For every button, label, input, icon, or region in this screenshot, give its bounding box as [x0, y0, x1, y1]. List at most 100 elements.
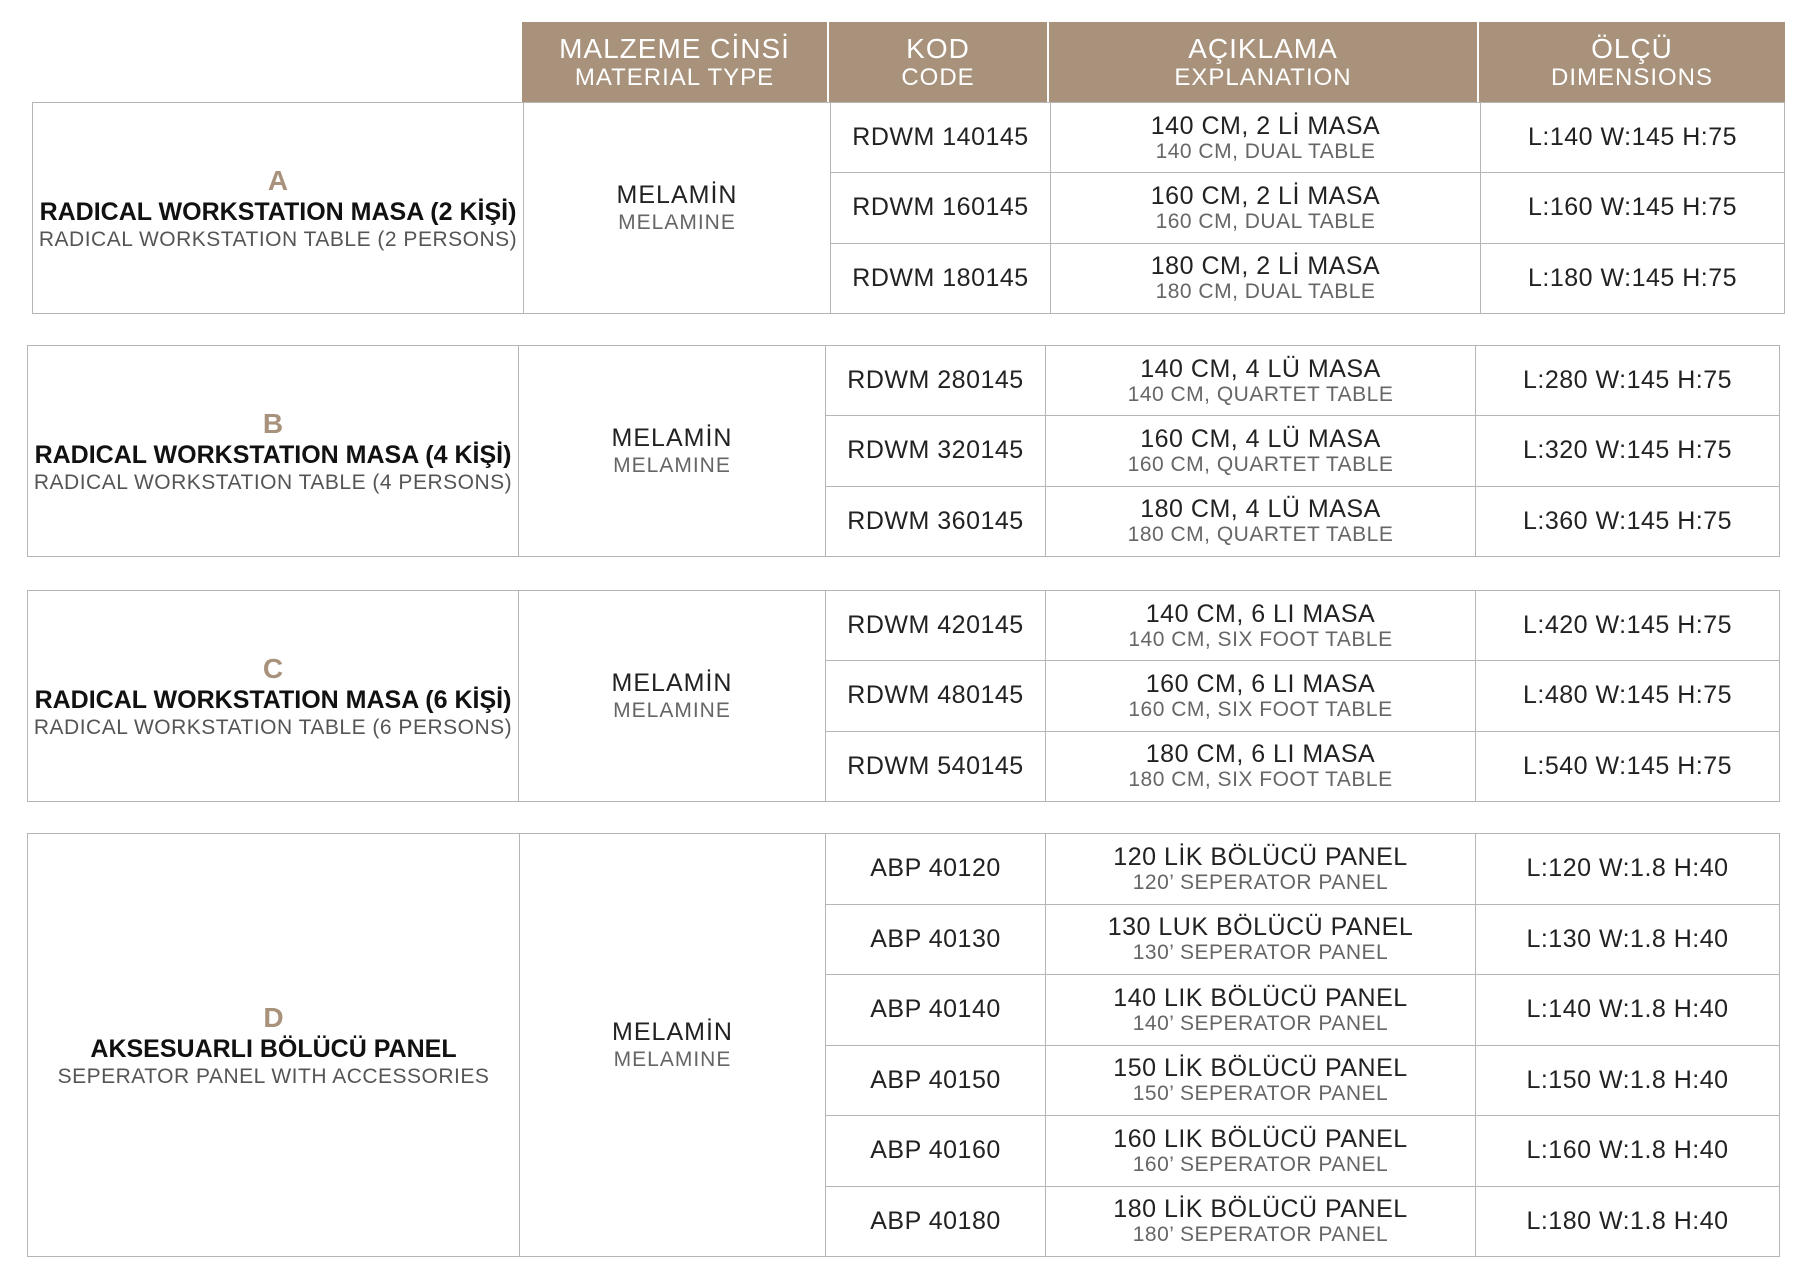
explanation-en: 180 CM, SIX FOOT TABLE [1128, 768, 1393, 792]
header-label-tr: AÇIKLAMA [1188, 33, 1338, 64]
dimensions-cell: L:420 W:145 H:75 [1522, 611, 1733, 640]
material-tr: MELAMİN [611, 424, 733, 452]
header-label-tr: MALZEME CİNSİ [559, 33, 790, 64]
header-label-en: MATERIAL TYPE [574, 64, 775, 91]
explanation-cell: 160 CM, 4 LÜ MASA 160 CM, QUARTET TABLE [1046, 416, 1476, 486]
group-rows: ABP 40120 120 LİK BÖLÜCÜ PANEL 120’ SEPE… [826, 834, 1779, 1256]
material-cell: MELAMİN MELAMINE [519, 591, 826, 801]
group-name-en: RADICAL WORKSTATION TABLE (4 PERSONS) [33, 470, 513, 494]
explanation-en: 160 CM, QUARTET TABLE [1127, 452, 1394, 476]
header-dimensions: ÖLÇÜ DIMENSIONS [1479, 22, 1785, 102]
header-material-type: MALZEME CİNSİ MATERIAL TYPE [522, 22, 829, 102]
code-cell: ABP 40130 [826, 904, 1046, 974]
code-cell: RDWM 540145 [826, 731, 1046, 801]
explanation-cell: 140 CM, 4 LÜ MASA 140 CM, QUARTET TABLE [1046, 346, 1476, 416]
dimensions-cell: L:320 W:145 H:75 [1522, 436, 1733, 465]
dimensions-cell: L:280 W:145 H:75 [1522, 366, 1733, 395]
group-title-cell: C RADICAL WORKSTATION MASA (6 KİŞİ) RADI… [28, 591, 519, 801]
explanation-en: 140’ SEPERATOR PANEL [1132, 1011, 1389, 1035]
dimensions-cell: L:160 W:1.8 H:40 [1526, 1136, 1729, 1165]
dimensions-cell: L:130 W:1.8 H:40 [1526, 924, 1729, 953]
table-row: ABP 40160 160 LIK BÖLÜCÜ PANEL 160’ SEPE… [826, 1116, 1779, 1187]
group-name-en: SEPERATOR PANEL WITH ACCESSORIES [57, 1064, 490, 1088]
explanation-en: 180 CM, DUAL TABLE [1155, 280, 1376, 304]
explanation-en: 180’ SEPERATOR PANEL [1132, 1223, 1389, 1247]
group-b-table: B RADICAL WORKSTATION MASA (4 KİŞİ) RADI… [27, 345, 1780, 557]
table-row: ABP 40150 150 LİK BÖLÜCÜ PANEL 150’ SEPE… [826, 1045, 1779, 1116]
explanation-cell: 180 LİK BÖLÜCÜ PANEL 180’ SEPERATOR PANE… [1046, 1186, 1476, 1256]
code-cell: ABP 40140 [826, 975, 1046, 1045]
explanation-en: 160 CM, DUAL TABLE [1155, 209, 1376, 233]
explanation-cell: 180 CM, 6 LI MASA 180 CM, SIX FOOT TABLE [1046, 731, 1476, 801]
material-en: MELAMINE [613, 454, 731, 477]
explanation-tr: 150 LİK BÖLÜCÜ PANEL [1113, 1054, 1408, 1083]
explanation-tr: 140 CM, 2 Lİ MASA [1150, 111, 1381, 140]
explanation-tr: 120 LİK BÖLÜCÜ PANEL [1113, 842, 1408, 871]
explanation-en: 120’ SEPERATOR PANEL [1132, 870, 1389, 894]
explanation-tr: 160 CM, 6 LI MASA [1145, 669, 1376, 698]
code-cell: ABP 40180 [826, 1186, 1046, 1256]
material-cell: MELAMİN MELAMINE [520, 834, 826, 1256]
table-row: RDWM 540145 180 CM, 6 LI MASA 180 CM, SI… [826, 731, 1779, 801]
explanation-cell: 130 LUK BÖLÜCÜ PANEL 130’ SEPERATOR PANE… [1046, 904, 1476, 974]
table-header: MALZEME CİNSİ MATERIAL TYPE KOD CODE AÇI… [522, 22, 1785, 102]
explanation-tr: 180 CM, 2 Lİ MASA [1150, 252, 1381, 281]
header-explanation: AÇIKLAMA EXPLANATION [1049, 22, 1479, 102]
header-label-en: EXPLANATION [1174, 64, 1352, 91]
table-row: RDWM 180145 180 CM, 2 Lİ MASA 180 CM, DU… [831, 243, 1784, 313]
group-letter: D [263, 1001, 284, 1033]
group-title-cell: A RADICAL WORKSTATION MASA (2 KİŞİ) RADI… [33, 103, 524, 313]
code-cell: ABP 40160 [826, 1116, 1046, 1186]
group-rows: RDWM 140145 140 CM, 2 Lİ MASA 140 CM, DU… [831, 103, 1784, 313]
group-name-tr: AKSESUARLI BÖLÜCÜ PANEL [90, 1034, 457, 1063]
table-row: RDWM 360145 180 CM, 4 LÜ MASA 180 CM, QU… [826, 486, 1779, 556]
dimensions-cell: L:540 W:145 H:75 [1522, 751, 1733, 780]
group-c-table: C RADICAL WORKSTATION MASA (6 KİŞİ) RADI… [27, 590, 1780, 802]
table-row: RDWM 280145 140 CM, 4 LÜ MASA 140 CM, QU… [826, 346, 1779, 417]
group-title-cell: D AKSESUARLI BÖLÜCÜ PANEL SEPERATOR PANE… [28, 834, 520, 1256]
explanation-tr: 180 LİK BÖLÜCÜ PANEL [1113, 1195, 1408, 1224]
dimensions-cell: L:120 W:1.8 H:40 [1526, 854, 1729, 883]
explanation-cell: 160 LIK BÖLÜCÜ PANEL 160’ SEPERATOR PANE… [1046, 1116, 1476, 1186]
explanation-en: 140 CM, SIX FOOT TABLE [1128, 627, 1393, 651]
dimensions-cell: L:180 W:145 H:75 [1527, 263, 1738, 292]
header-label-tr: ÖLÇÜ [1591, 33, 1673, 64]
code-cell: RDWM 140145 [831, 103, 1051, 173]
material-tr: MELAMİN [611, 669, 733, 697]
table-row: ABP 40130 130 LUK BÖLÜCÜ PANEL 130’ SEPE… [826, 904, 1779, 975]
explanation-cell: 180 CM, 2 Lİ MASA 180 CM, DUAL TABLE [1051, 243, 1481, 313]
material-cell: MELAMİN MELAMINE [524, 103, 831, 313]
explanation-tr: 140 CM, 6 LI MASA [1145, 599, 1376, 628]
header-label-tr: KOD [906, 33, 970, 64]
code-cell: RDWM 160145 [831, 173, 1051, 243]
group-d-table: D AKSESUARLI BÖLÜCÜ PANEL SEPERATOR PANE… [27, 833, 1780, 1257]
explanation-en: 180 CM, QUARTET TABLE [1127, 523, 1394, 547]
group-letter: A [267, 164, 289, 196]
group-title-cell: B RADICAL WORKSTATION MASA (4 KİŞİ) RADI… [28, 346, 519, 556]
explanation-tr: 140 CM, 4 LÜ MASA [1140, 354, 1381, 383]
dimensions-cell: L:480 W:145 H:75 [1522, 681, 1733, 710]
header-label-en: DIMENSIONS [1550, 64, 1713, 91]
explanation-cell: 160 CM, 6 LI MASA 160 CM, SIX FOOT TABLE [1046, 661, 1476, 731]
explanation-cell: 180 CM, 4 LÜ MASA 180 CM, QUARTET TABLE [1046, 486, 1476, 556]
material-tr: MELAMİN [612, 1018, 733, 1046]
explanation-tr: 180 CM, 6 LI MASA [1145, 740, 1376, 769]
code-cell: RDWM 420145 [826, 591, 1046, 661]
explanation-cell: 120 LİK BÖLÜCÜ PANEL 120’ SEPERATOR PANE… [1046, 834, 1476, 904]
explanation-en: 160’ SEPERATOR PANEL [1132, 1152, 1389, 1176]
table-row: RDWM 480145 160 CM, 6 LI MASA 160 CM, SI… [826, 661, 1779, 732]
table-row: RDWM 320145 160 CM, 4 LÜ MASA 160 CM, QU… [826, 416, 1779, 487]
explanation-cell: 140 CM, 2 Lİ MASA 140 CM, DUAL TABLE [1051, 103, 1481, 173]
explanation-en: 140 CM, QUARTET TABLE [1127, 382, 1394, 406]
group-name-en: RADICAL WORKSTATION TABLE (2 PERSONS) [38, 227, 518, 251]
code-cell: RDWM 480145 [826, 661, 1046, 731]
code-cell: ABP 40150 [826, 1045, 1046, 1115]
explanation-en: 160 CM, SIX FOOT TABLE [1128, 697, 1393, 721]
material-cell: MELAMİN MELAMINE [519, 346, 826, 556]
code-cell: RDWM 360145 [826, 486, 1046, 556]
group-rows: RDWM 280145 140 CM, 4 LÜ MASA 140 CM, QU… [826, 346, 1779, 556]
explanation-en: 150’ SEPERATOR PANEL [1132, 1082, 1389, 1106]
explanation-en: 140 CM, DUAL TABLE [1155, 139, 1376, 163]
code-cell: RDWM 280145 [826, 346, 1046, 416]
dimensions-cell: L:360 W:145 H:75 [1522, 506, 1733, 535]
